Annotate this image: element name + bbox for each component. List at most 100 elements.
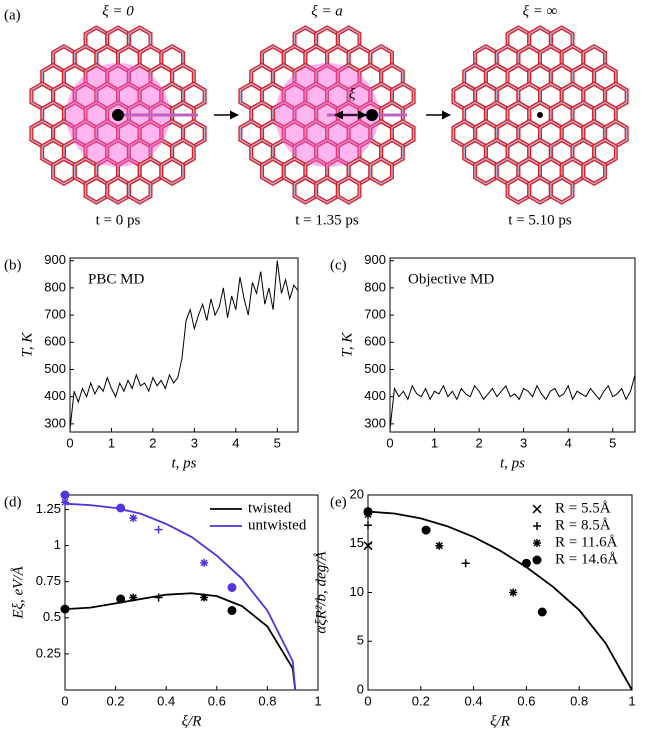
y-tick-label: 800 bbox=[364, 279, 386, 294]
point bbox=[538, 608, 547, 617]
y-tick-label: 20 bbox=[350, 486, 364, 501]
caption-bottom: t = 5.10 ps bbox=[508, 212, 572, 228]
caption-top: ξ = 0 bbox=[102, 3, 134, 19]
x-tick-label: 0.6 bbox=[517, 693, 535, 708]
x-tick-label: 0.2 bbox=[412, 693, 430, 708]
hexagon-edge bbox=[161, 159, 183, 184]
point bbox=[116, 504, 125, 513]
y-tick-label: 700 bbox=[364, 307, 386, 322]
hexagon-edge bbox=[338, 178, 360, 203]
hexagon-edge bbox=[129, 178, 151, 203]
x-tick-label: 2 bbox=[475, 435, 482, 450]
panel-label: (a) bbox=[4, 7, 21, 23]
x-tick-label: 0 bbox=[364, 693, 371, 708]
caption-bottom: t = 0 ps bbox=[96, 212, 141, 228]
legend-label: R = 11.6Å bbox=[555, 534, 618, 550]
y-tick-label: 10 bbox=[350, 584, 364, 599]
point bbox=[61, 605, 70, 614]
point bbox=[116, 595, 125, 604]
center-dot bbox=[366, 109, 378, 121]
legend-marker bbox=[533, 522, 541, 530]
legend-label: untwisted bbox=[248, 517, 307, 533]
y-tick-label: 15 bbox=[350, 535, 364, 550]
x-tick-label: 3 bbox=[191, 435, 198, 450]
x-tick-label: 0.8 bbox=[258, 693, 276, 708]
point bbox=[200, 559, 208, 567]
y-tick-label: 600 bbox=[44, 334, 66, 349]
y-tick-label: 500 bbox=[364, 361, 386, 376]
hexagon-edge bbox=[262, 159, 284, 184]
point bbox=[200, 594, 208, 602]
caption-bottom: t = 1.35 ps bbox=[295, 212, 359, 228]
x-tick-label: 1 bbox=[628, 693, 635, 708]
point bbox=[364, 521, 372, 529]
y-axis-label: T, K bbox=[339, 332, 355, 358]
y-tick-label: 300 bbox=[364, 415, 386, 430]
x-tick-label: 0.2 bbox=[107, 693, 125, 708]
x-tick-label: 4 bbox=[565, 435, 572, 450]
point bbox=[364, 507, 373, 516]
point bbox=[129, 594, 137, 602]
x-tick-label: 1 bbox=[431, 435, 438, 450]
x-tick-label: 4 bbox=[232, 435, 239, 450]
series-line bbox=[390, 375, 635, 429]
y-tick-label: 0.5 bbox=[43, 609, 61, 624]
center-dot bbox=[537, 112, 543, 118]
y-tick-label: 600 bbox=[364, 334, 386, 349]
y-tick-label: 0.25 bbox=[36, 645, 61, 660]
hexagon-edge bbox=[53, 159, 75, 184]
panel-label: (e) bbox=[330, 494, 347, 510]
y-axis-label: αξR²/b, deg/Å bbox=[313, 551, 329, 634]
hexagon-edge bbox=[475, 159, 497, 184]
x-axis-label: ξ/R bbox=[490, 713, 510, 729]
xi-label: ξ bbox=[349, 86, 356, 102]
point bbox=[509, 589, 517, 597]
point bbox=[129, 514, 137, 522]
point bbox=[61, 498, 69, 506]
legend-label: R = 8.5Å bbox=[555, 517, 611, 533]
panel-label: (b) bbox=[4, 257, 22, 273]
x-tick-label: 0 bbox=[66, 435, 73, 450]
x-tick-label: 0.4 bbox=[157, 693, 175, 708]
point bbox=[61, 491, 70, 500]
hexagon-edge bbox=[316, 178, 338, 203]
x-tick-label: 1 bbox=[108, 435, 115, 450]
x-tick-label: 0.8 bbox=[570, 693, 588, 708]
center-dot bbox=[112, 109, 124, 121]
x-axis-label: t, ps bbox=[500, 455, 525, 471]
y-tick-label: 900 bbox=[364, 252, 386, 267]
hexagon-edge bbox=[583, 159, 605, 184]
point bbox=[522, 559, 531, 568]
x-tick-label: 0 bbox=[61, 693, 68, 708]
legend-marker bbox=[533, 556, 542, 565]
legend-label: twisted bbox=[248, 500, 292, 516]
point bbox=[155, 526, 163, 534]
hexagon-edge bbox=[107, 178, 129, 203]
hexagon-edge bbox=[551, 178, 573, 203]
y-tick-label: 700 bbox=[44, 307, 66, 322]
hexagon-edge bbox=[508, 178, 530, 203]
panel-label: (c) bbox=[330, 257, 347, 273]
y-tick-label: 0.75 bbox=[36, 573, 61, 588]
y-tick-label: 0 bbox=[357, 681, 364, 696]
y-tick-label: 400 bbox=[364, 388, 386, 403]
hexagon-edge bbox=[370, 159, 392, 184]
legend-marker bbox=[533, 505, 541, 513]
hexagon-edge bbox=[295, 178, 317, 203]
caption-top: ξ = a bbox=[311, 3, 343, 19]
x-tick-label: 0.4 bbox=[465, 693, 483, 708]
caption-top: ξ = ∞ bbox=[523, 3, 558, 19]
y-tick-label: 1 bbox=[54, 537, 61, 552]
legend-label: R = 5.5Å bbox=[555, 500, 611, 516]
x-axis-label: ξ/R bbox=[182, 713, 202, 729]
annotation: Objective MD bbox=[408, 271, 494, 287]
legend-label: R = 14.6Å bbox=[555, 551, 618, 567]
panel-label: (d) bbox=[4, 494, 22, 510]
hexagon-edge bbox=[86, 178, 108, 203]
y-tick-label: 400 bbox=[44, 388, 66, 403]
figure: (a) ξ = 0 t = 0 ps ξ = a t = 1.35 ps ξ ξ = ∞ t … bbox=[0, 0, 651, 730]
annotation: PBC MD bbox=[88, 271, 144, 287]
y-tick-label: 500 bbox=[44, 361, 66, 376]
x-tick-label: 0 bbox=[386, 435, 393, 450]
x-axis-label: t, ps bbox=[171, 455, 196, 471]
